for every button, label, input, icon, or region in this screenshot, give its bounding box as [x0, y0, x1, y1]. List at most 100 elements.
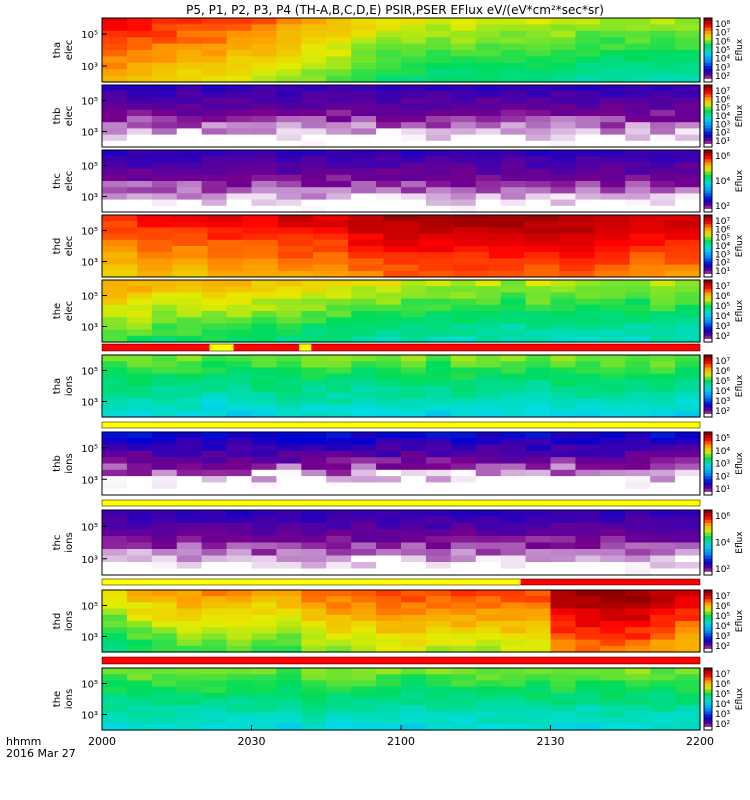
spectrogram-cell — [675, 639, 701, 647]
spectrogram-cell — [176, 457, 203, 465]
spectrogram-cell — [625, 134, 651, 142]
spectrogram-cell — [600, 329, 626, 337]
spectrogram-cell — [401, 50, 427, 57]
colorbar-segment — [704, 355, 712, 359]
spectrogram-cell — [176, 367, 203, 375]
colorbar-tick-label: 10⁵ — [715, 377, 730, 387]
spectrogram-cell — [226, 633, 253, 641]
spectrogram-cell — [488, 246, 525, 253]
spectrogram-cell — [277, 258, 314, 266]
spectrogram-cell — [151, 128, 178, 136]
spectrogram-cell — [401, 43, 427, 51]
spectrogram-cell — [351, 608, 377, 616]
spectrogram-cell — [675, 304, 701, 312]
spectrogram-cell — [401, 717, 427, 725]
spectrogram-cell — [675, 723, 701, 731]
spectrogram-cell — [401, 116, 427, 123]
spectrogram-cell — [276, 168, 302, 176]
spectrogram-cell — [600, 614, 626, 622]
spectrogram-cell — [450, 329, 477, 337]
spectrogram-cell — [102, 75, 128, 83]
spectrogram-cell — [126, 323, 153, 331]
spectrogram-cell — [401, 150, 427, 157]
spectrogram-cell — [450, 311, 477, 318]
spectrogram-cell — [600, 692, 626, 700]
spectrogram-cell — [575, 199, 601, 207]
spectrogram-cell — [326, 410, 352, 418]
spectrogram-cell — [650, 91, 676, 98]
spectrogram-cell — [525, 323, 552, 331]
spectrogram-cell — [151, 432, 178, 439]
spectrogram-cell — [102, 317, 128, 324]
spectrogram-cell — [251, 529, 278, 537]
spectrogram-cell — [376, 542, 402, 550]
spectrogram-cell — [525, 162, 552, 170]
spectrogram-cell — [351, 523, 377, 531]
spectrogram-cell — [401, 323, 427, 331]
spectrogram-cell — [475, 668, 502, 675]
panel-frame — [101, 509, 701, 576]
spectrogram-cell — [675, 97, 701, 105]
colorbar-tick-label: 10³ — [715, 397, 730, 407]
spectrogram-cell — [450, 116, 477, 123]
spectrogram-cell — [376, 668, 402, 675]
spectrogram-cell — [201, 109, 228, 117]
spectrogram-cell — [650, 596, 676, 603]
spectrogram-cell — [201, 75, 228, 83]
spectrogram-cell — [650, 116, 676, 123]
spectrogram-cell — [450, 103, 477, 111]
spectrogram-cell — [629, 239, 666, 247]
spectrogram-cell — [102, 668, 128, 675]
spectrogram-cell — [664, 233, 701, 241]
colorbar-segment — [704, 568, 712, 573]
colorbar-segment — [704, 56, 712, 61]
spectrogram-cell — [675, 699, 701, 706]
spectrogram-cell — [500, 705, 527, 712]
spectrogram-cell — [151, 317, 178, 324]
spectrogram-cell — [650, 367, 676, 375]
spectrogram-cell — [675, 590, 701, 597]
spectrogram-cell — [383, 258, 420, 266]
colorbar-tick-label: 10⁴ — [715, 242, 730, 252]
spectrogram-cell — [102, 270, 138, 278]
spectrogram-cell — [500, 311, 527, 318]
spectrogram-cell — [351, 680, 377, 688]
spectrogram-cell — [376, 562, 402, 570]
spectrogram-cell — [326, 645, 352, 653]
spectrogram-cell — [500, 187, 527, 194]
spectrogram-cell — [450, 50, 477, 57]
spectrogram-cell — [475, 116, 502, 123]
spectrogram-cell — [301, 168, 327, 176]
spectrogram-cell — [675, 205, 701, 213]
spectrogram-cell — [102, 30, 128, 38]
spectrogram-cell — [251, 103, 278, 111]
spectrogram-cell — [226, 723, 253, 731]
spectrogram-cell — [276, 286, 302, 293]
colorbar-label: Eflux — [735, 609, 745, 632]
spectrogram-cell — [102, 438, 128, 446]
colorbar-segment — [704, 523, 712, 527]
spectrogram-cell — [126, 608, 153, 616]
spectrogram-cell — [176, 674, 203, 681]
spectrogram-cell — [276, 457, 302, 465]
spectrogram-cell — [401, 432, 427, 439]
colorbar-tick-label: 10² — [715, 642, 730, 652]
spectrogram-cell — [575, 602, 601, 610]
spectrogram-cell — [201, 18, 228, 25]
spectrogram-cell — [301, 516, 327, 524]
spectrogram-cell — [102, 150, 128, 157]
spectrogram-cell — [575, 386, 601, 393]
spectrogram-cell — [625, 103, 651, 111]
spectrogram-cell — [401, 373, 427, 381]
spectrogram-cell — [575, 24, 601, 32]
spectrogram-cell — [600, 523, 626, 531]
spectrogram-cell — [201, 187, 228, 194]
spectrogram-cell — [151, 457, 178, 465]
spectrogram-cell — [475, 529, 502, 537]
colorbar-segment — [704, 605, 712, 610]
spectrogram-cell — [475, 444, 502, 452]
colorbar-segment — [704, 373, 712, 378]
spectrogram-cell — [450, 122, 477, 129]
